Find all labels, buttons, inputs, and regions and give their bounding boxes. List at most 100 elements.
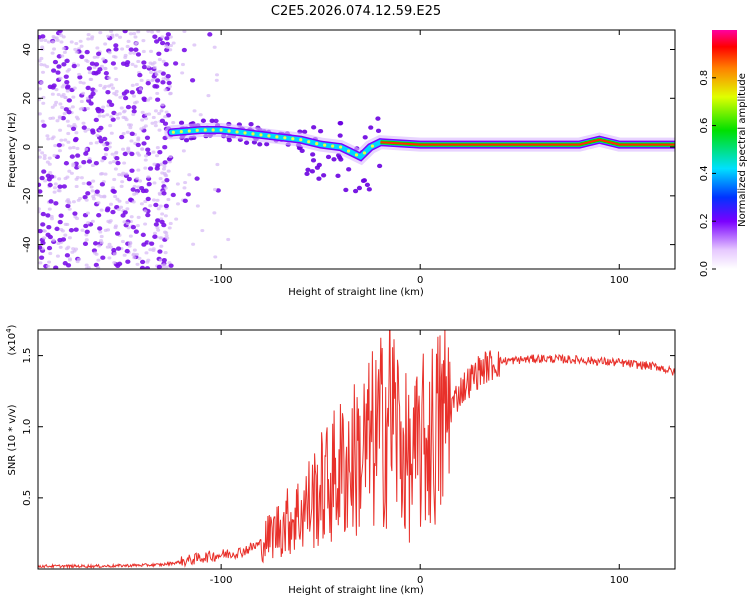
noise-speckle [144,266,151,269]
noise-speckle [125,104,132,110]
noise-speckle [165,73,171,79]
noise-speckle [95,70,101,75]
noise-speckle [117,173,122,177]
noise-speckle [39,56,44,61]
noise-speckle [165,32,171,37]
noise-speckle [95,55,100,59]
noise-speckle [110,209,116,215]
noise-speckle [40,211,46,217]
noise-speckle [180,62,185,67]
snr-multiplier-base: (x10 [7,333,18,356]
noise-speckle [226,237,231,242]
spectral-blob [361,178,368,183]
noise-speckle [107,76,112,80]
noise-speckle [91,179,96,183]
noise-speckle [84,147,89,151]
noise-speckle [168,35,173,39]
noise-speckle [103,66,108,70]
noise-speckle [64,79,70,85]
ridge-bead [195,128,199,132]
noise-speckle [165,236,170,240]
noise-speckle [212,187,217,192]
noise-speckle [137,256,142,260]
noise-speckle [59,228,64,232]
noise-speckle [175,182,180,186]
noise-speckle [132,248,137,252]
noise-speckle [99,234,104,239]
noise-speckle [60,54,65,58]
noise-speckle [84,198,89,202]
spectral-blob [304,171,310,177]
noise-speckle [154,72,159,77]
noise-speckle [123,95,129,101]
noise-speckle [93,117,99,123]
spectral-blob [317,129,324,134]
noise-speckle [57,219,63,225]
ridge-bead [251,132,255,136]
noise-speckle [131,112,136,117]
noise-speckle [138,179,143,183]
noise-speckle [180,71,185,75]
noise-speckle [42,156,47,161]
noise-speckle [167,84,172,89]
noise-speckle [162,121,169,126]
noise-speckle [158,204,163,208]
noise-speckle [48,199,54,204]
noise-speckle [175,202,180,206]
noise-speckle [53,182,58,186]
noise-speckle [46,224,52,230]
noise-speckle [58,128,63,132]
noise-speckle [135,176,140,181]
noise-speckle [134,252,139,257]
noise-speckle [51,40,56,44]
noise-speckle [75,216,80,221]
noise-speckle [40,222,46,227]
noise-speckle [144,112,149,116]
noise-speckle [119,184,124,188]
noise-speckle [133,47,139,52]
noise-speckle [38,182,42,188]
noise-speckle [166,80,172,86]
noise-speckle [144,251,149,255]
noise-speckle [105,245,110,249]
noise-speckle [72,86,77,90]
noise-speckle [46,245,53,251]
noise-speckle [99,182,105,187]
noise-speckle [160,212,165,216]
noise-speckle [74,247,79,251]
noise-speckle [131,253,136,257]
ridge-bead [354,153,359,157]
noise-speckle [129,131,135,136]
noise-speckle [52,153,57,158]
spectral-blob [331,157,337,162]
noise-speckle [128,123,133,127]
noise-speckle [122,253,127,257]
noise-speckle [66,98,72,103]
noise-speckle [65,203,71,209]
noise-speckle [61,62,67,67]
noise-speckle [70,126,77,131]
noise-speckle [93,62,100,67]
noise-speckle [81,91,86,95]
noise-speckle [121,147,126,151]
noise-speckle [132,184,137,189]
noise-speckle [42,236,47,240]
noise-speckle [80,106,85,110]
noise-speckle [110,186,115,190]
noise-speckle [57,237,63,243]
noise-speckle [77,75,83,80]
spectral-blob [305,167,311,173]
noise-speckle [114,33,119,37]
noise-speckle [38,112,42,116]
noise-speckle [102,136,108,142]
noise-speckle [77,165,82,169]
noise-speckle [114,93,119,97]
noise-speckle [141,141,147,146]
noise-speckle [107,145,112,149]
noise-speckle [160,171,165,175]
colorbar-tick-label: 0.6 [699,118,710,134]
colorbar-tick-label: 0.2 [699,213,710,229]
noise-speckle [163,186,168,190]
noise-speckle [139,259,146,265]
noise-speckle [50,85,56,90]
